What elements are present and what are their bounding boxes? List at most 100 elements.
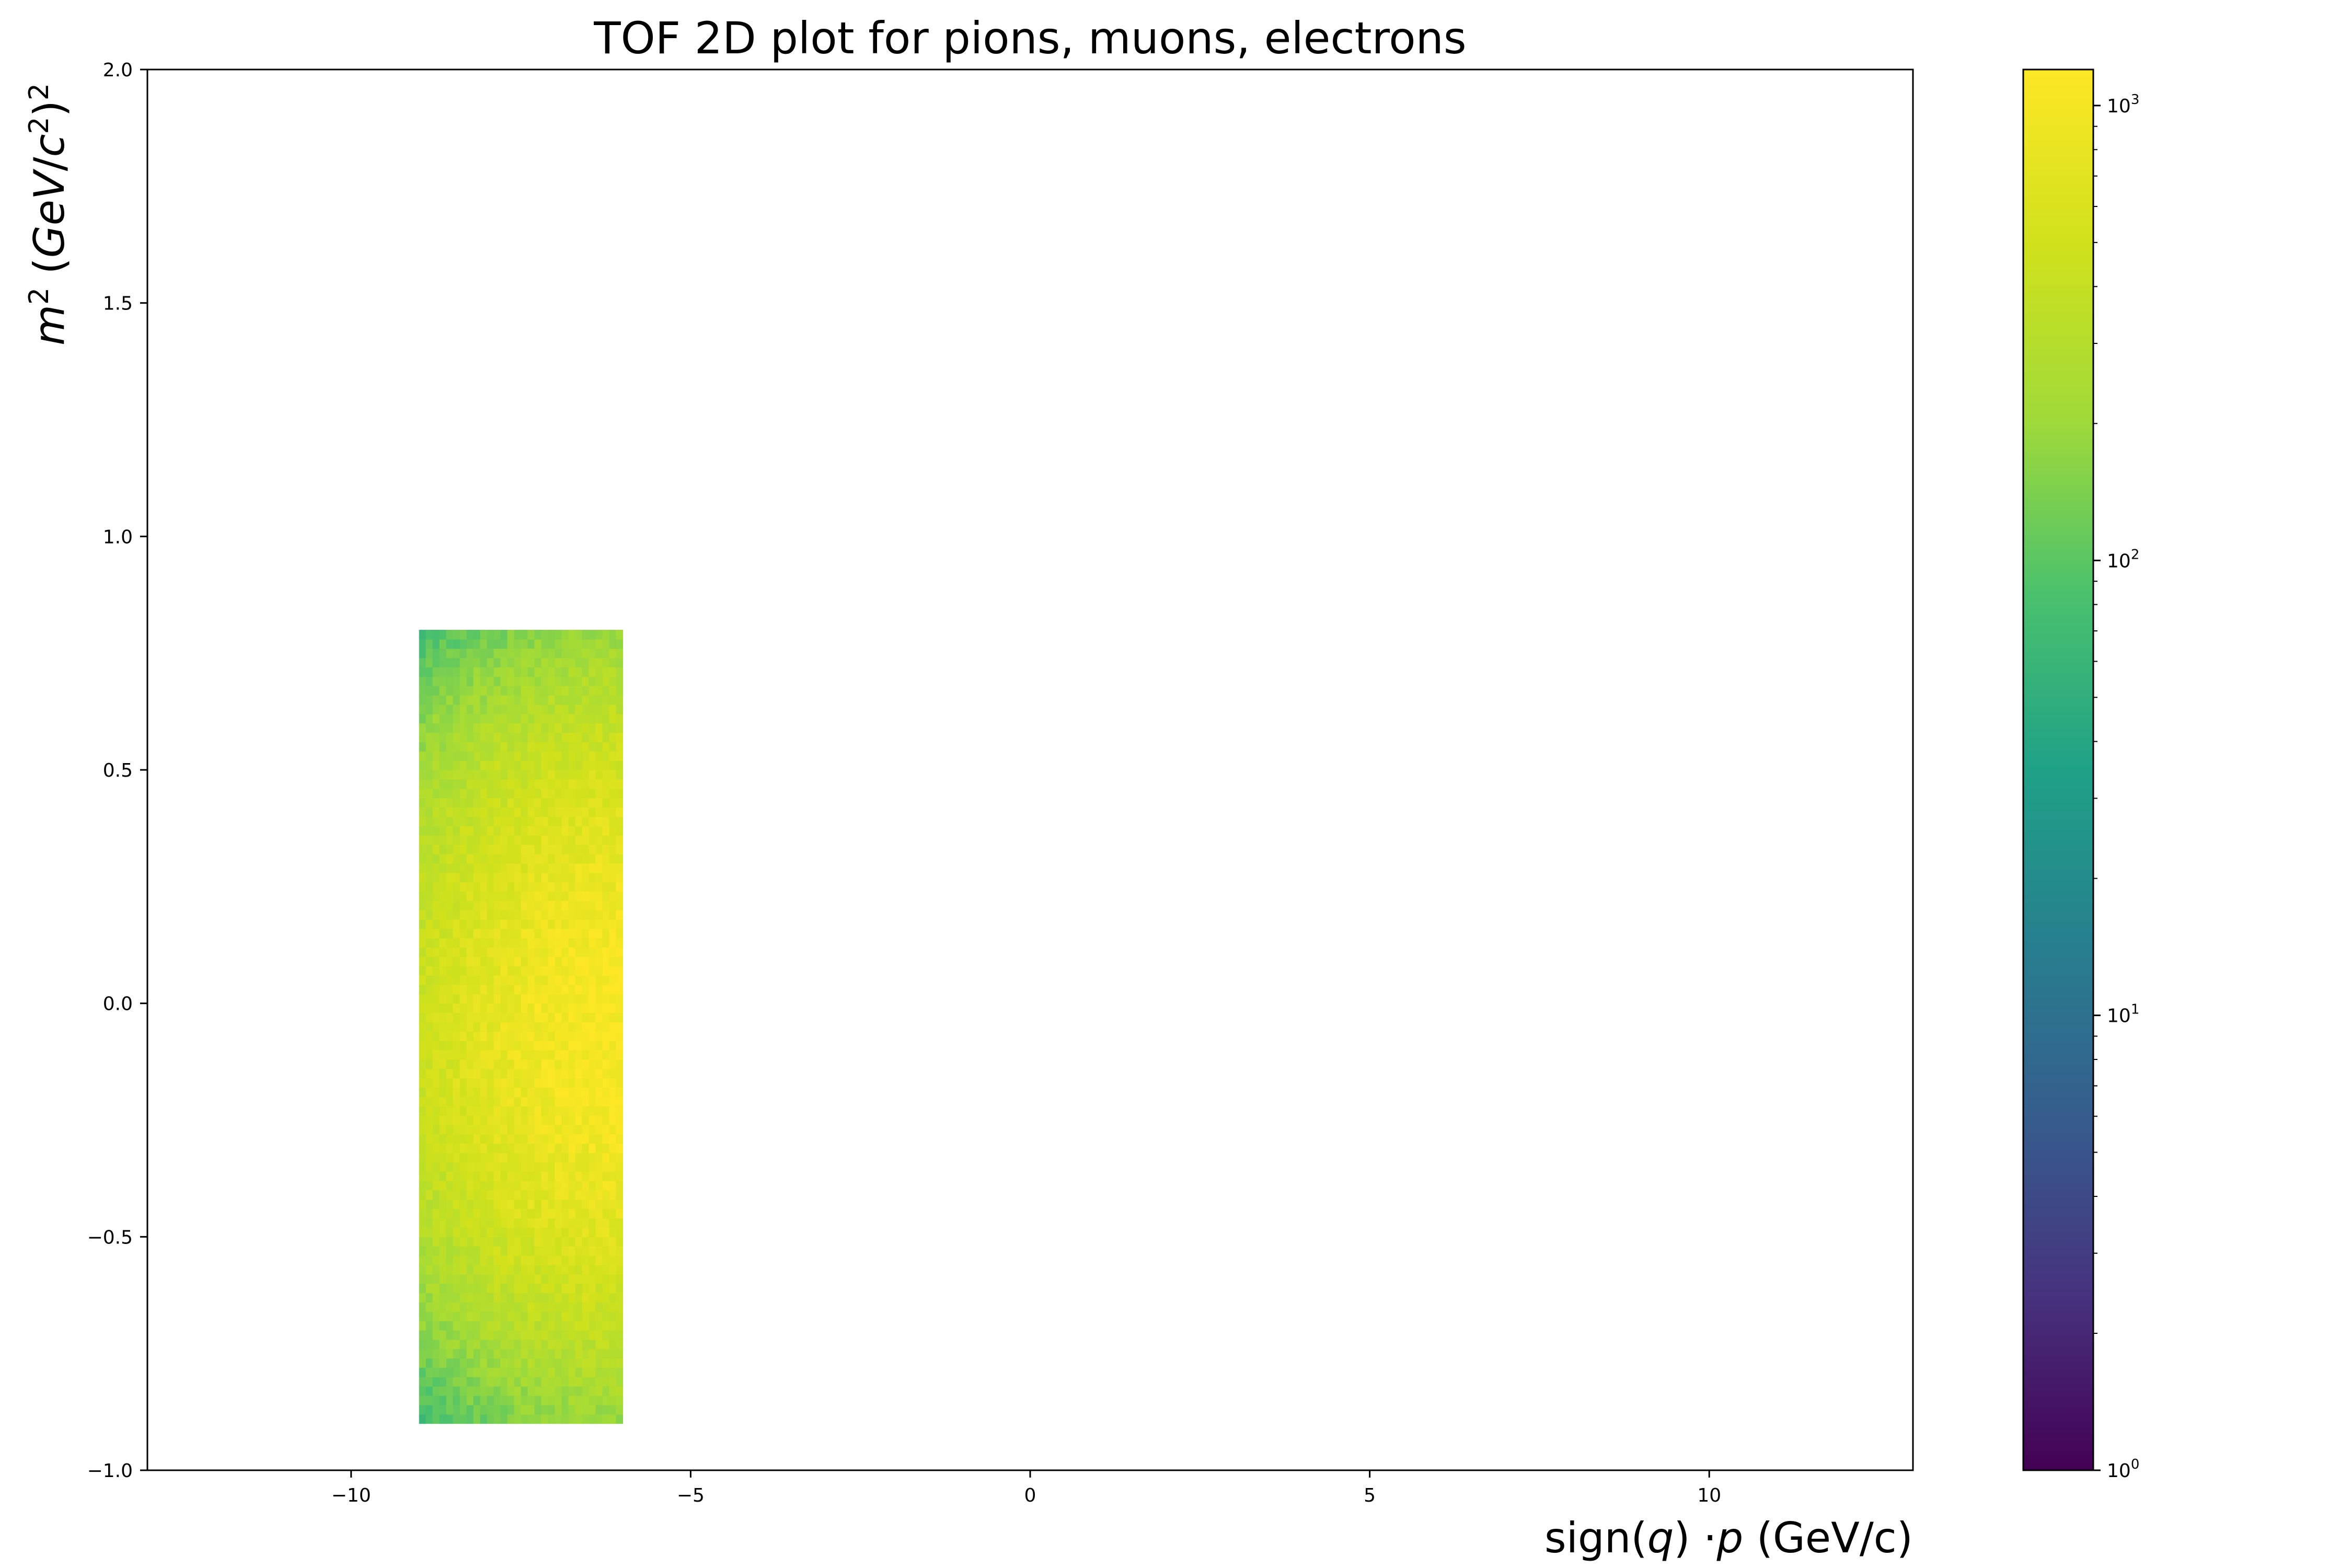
heatmap-bin xyxy=(466,723,474,733)
heatmap-bin xyxy=(439,1321,447,1331)
heatmap-bin xyxy=(453,676,460,686)
heatmap-bin xyxy=(541,975,549,985)
heatmap-bin xyxy=(527,1087,535,1097)
heatmap-bin xyxy=(561,686,569,696)
heatmap-bin xyxy=(439,1227,447,1237)
heatmap-bin xyxy=(555,826,562,836)
heatmap-bin xyxy=(521,1059,528,1069)
heatmap-bin xyxy=(419,742,426,752)
heatmap-bin xyxy=(419,1050,426,1060)
heatmap-bin xyxy=(419,667,426,677)
heatmap-bin xyxy=(609,1152,617,1162)
heatmap-bin xyxy=(568,648,576,659)
heatmap-bin xyxy=(568,826,576,836)
heatmap-bin xyxy=(453,1143,460,1154)
heatmap-bin xyxy=(595,1404,603,1415)
heatmap-bin xyxy=(521,760,528,770)
heatmap-bin xyxy=(582,1283,590,1294)
heatmap-bin xyxy=(493,704,501,714)
heatmap-bin xyxy=(534,1190,542,1200)
heatmap-bin xyxy=(582,1115,590,1125)
heatmap-bin xyxy=(616,1003,624,1013)
heatmap-bin xyxy=(507,1059,515,1069)
heatmap-bin xyxy=(480,639,488,649)
heatmap-bin xyxy=(616,910,624,920)
heatmap-bin xyxy=(589,966,596,976)
heatmap-bin xyxy=(609,1311,617,1321)
heatmap-bin xyxy=(527,788,535,799)
heatmap-bin xyxy=(432,1237,440,1247)
heatmap-bin xyxy=(602,1097,610,1106)
heatmap-bin xyxy=(602,938,610,948)
heatmap-bin xyxy=(527,742,535,752)
heatmap-bin xyxy=(616,826,624,836)
heatmap-bin xyxy=(425,723,433,733)
heatmap-bin xyxy=(419,1143,426,1154)
heatmap-bin xyxy=(555,1358,562,1368)
colorbar-tick-label: 103 xyxy=(2107,92,2139,117)
heatmap-bin xyxy=(446,639,454,649)
heatmap-bin xyxy=(500,1190,508,1200)
heatmap-bin xyxy=(487,1097,494,1106)
heatmap-bin xyxy=(466,994,474,1004)
heatmap-bin xyxy=(459,901,467,910)
heatmap-bin xyxy=(419,901,426,910)
heatmap-bin xyxy=(589,1124,596,1135)
heatmap-bin xyxy=(480,1143,488,1154)
heatmap-bin xyxy=(527,910,535,920)
heatmap-bin xyxy=(609,630,617,640)
heatmap-bin xyxy=(527,1059,535,1069)
heatmap-bin xyxy=(459,723,467,733)
heatmap-bin xyxy=(453,919,460,929)
heatmap-bin xyxy=(561,947,569,957)
heatmap-bin xyxy=(568,713,576,724)
heatmap-bin xyxy=(419,1068,426,1079)
heatmap-bin xyxy=(527,1386,535,1396)
y-tick-label: −1.0 xyxy=(87,1460,133,1482)
heatmap-bin xyxy=(473,1404,481,1415)
heatmap-bin xyxy=(548,798,556,808)
heatmap-bin xyxy=(487,807,494,817)
heatmap-bin xyxy=(439,1041,447,1051)
heatmap-bin xyxy=(514,835,522,845)
heatmap-bin xyxy=(589,882,596,892)
heatmap-bin xyxy=(575,1396,583,1405)
heatmap-bin xyxy=(609,826,617,836)
heatmap-bin xyxy=(480,1190,488,1200)
heatmap-bin xyxy=(419,1311,426,1321)
heatmap-bin xyxy=(507,1162,515,1172)
heatmap-bin xyxy=(527,779,535,789)
heatmap-bin xyxy=(425,1031,433,1041)
heatmap-bin xyxy=(514,882,522,892)
heatmap-bin xyxy=(500,1293,508,1302)
heatmap-bin xyxy=(507,947,515,957)
heatmap-bin xyxy=(555,882,562,892)
heatmap-bin xyxy=(419,984,426,995)
heatmap-bin xyxy=(419,1358,426,1368)
heatmap-bin xyxy=(575,1143,583,1154)
heatmap-bin xyxy=(568,1218,576,1228)
heatmap-bin xyxy=(582,1022,590,1032)
heatmap-bin xyxy=(480,1087,488,1097)
heatmap-bin xyxy=(582,975,590,985)
heatmap-bin xyxy=(473,891,481,901)
heatmap-bin xyxy=(459,1358,467,1368)
heatmap-bin xyxy=(582,1152,590,1162)
heatmap-bin xyxy=(561,1115,569,1125)
heatmap-bin xyxy=(568,1255,576,1265)
heatmap-bin xyxy=(589,798,596,808)
heatmap-bin xyxy=(507,835,515,845)
heatmap-bin xyxy=(548,1321,556,1331)
heatmap-bin xyxy=(555,1106,562,1116)
heatmap-bin xyxy=(609,760,617,770)
heatmap-bin xyxy=(521,630,528,640)
heatmap-bin xyxy=(514,779,522,789)
heatmap-bin xyxy=(514,1264,522,1275)
heatmap-bin xyxy=(453,760,460,770)
heatmap-bin xyxy=(419,816,426,826)
heatmap-bin xyxy=(493,770,501,780)
heatmap-bin xyxy=(582,713,590,724)
heatmap-bin xyxy=(446,956,454,966)
heatmap-bin xyxy=(616,1321,624,1331)
heatmap-bin xyxy=(493,1339,501,1350)
